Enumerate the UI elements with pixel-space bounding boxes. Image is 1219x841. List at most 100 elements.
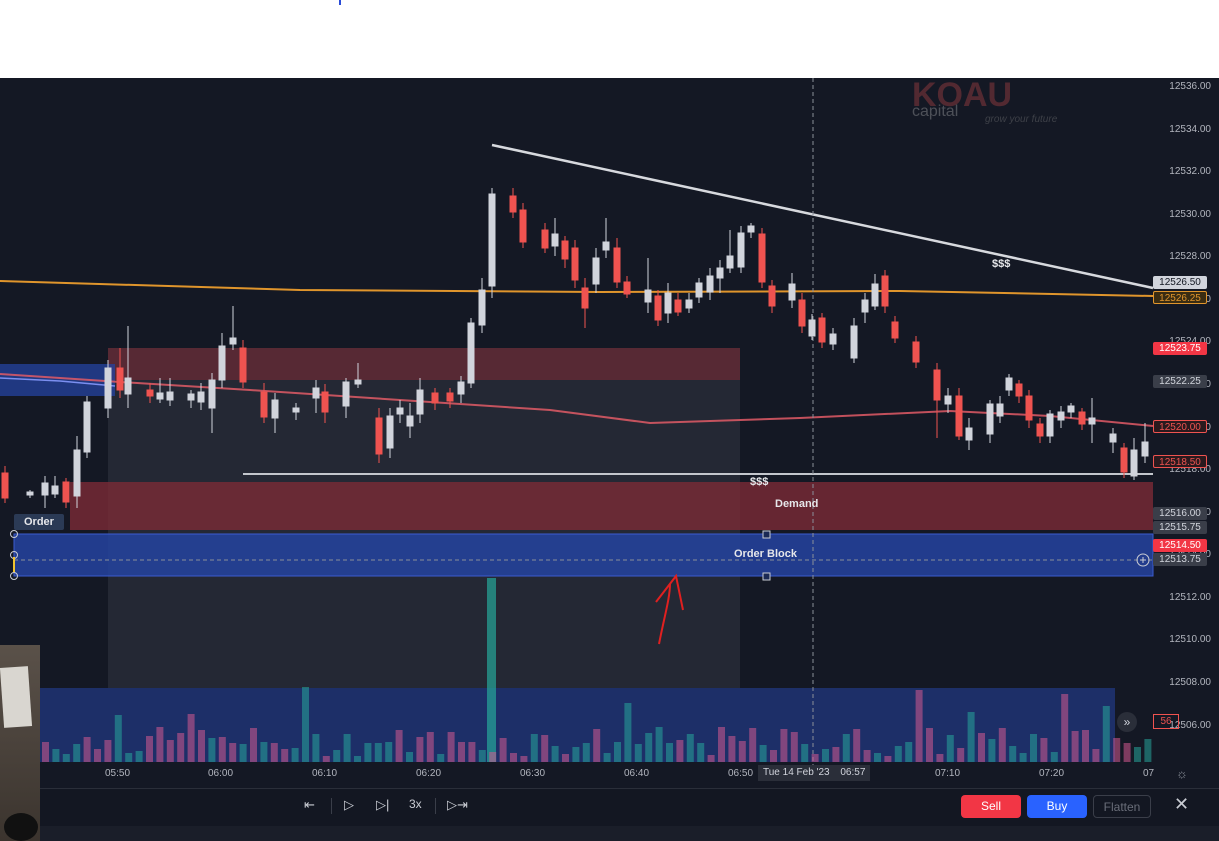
volume-bar [853, 729, 861, 762]
price-axis-label: 12512.00 [1169, 592, 1211, 603]
volume-bar [1113, 738, 1121, 762]
volume-bar [801, 744, 809, 762]
order-block-handle-top [762, 530, 771, 539]
volume-bar [302, 687, 309, 762]
candles [1, 188, 1149, 508]
volume-bar [354, 756, 361, 762]
volume-bar [1092, 749, 1100, 762]
volume-bar [1123, 743, 1131, 762]
volume-bar [530, 734, 538, 762]
volume-bar [614, 742, 621, 762]
volume-bar [874, 753, 881, 762]
volume-spike [487, 578, 496, 762]
volume-bar [905, 742, 913, 762]
volume-bar [447, 732, 455, 762]
demand-label: Demand [775, 498, 819, 510]
volume-bar [270, 743, 278, 762]
sell-button[interactable]: Sell [961, 795, 1021, 818]
volume-bar [94, 749, 101, 762]
price-axis-label: 12510.00 [1169, 634, 1211, 645]
volume-bar [135, 751, 143, 762]
webcam-overlay [0, 645, 40, 841]
volume-bar [1050, 752, 1058, 762]
volume-bar [738, 741, 746, 762]
volume-bar [894, 746, 902, 762]
trendline [491, 143, 1154, 290]
buy-button[interactable]: Buy [1027, 795, 1087, 818]
price-tag: 12522.25 [1153, 375, 1207, 388]
volume-bar [863, 750, 871, 762]
play-icon[interactable]: ▷ [344, 797, 354, 812]
skip-back-icon[interactable]: ⇤ [304, 797, 315, 812]
volume-bar [562, 754, 569, 762]
volume-bar [1144, 739, 1152, 762]
volume-bar [468, 742, 476, 762]
liquidity-label-top: $$$ [992, 258, 1011, 270]
volume-bar [489, 752, 497, 762]
crosshair-time: 06:57 [840, 767, 866, 778]
playback-speed[interactable]: 3x [409, 797, 422, 811]
price-tag: 12518.50 [1153, 455, 1207, 468]
volume-bar [458, 742, 465, 762]
volume-bar [374, 743, 382, 762]
volume-bar [759, 745, 767, 762]
price-tag: 12514.50 [1153, 539, 1207, 552]
volume-bar [364, 743, 372, 762]
svg-text:grow your future: grow your future [985, 114, 1058, 125]
volume-bar [260, 742, 268, 762]
volume-bar [707, 755, 715, 762]
price-tag: 12513.75 [1153, 553, 1207, 566]
jump-to-realtime-icon[interactable]: ▷⇥ [447, 797, 468, 812]
volume-bar [156, 727, 164, 762]
volume-bar [406, 752, 413, 762]
flatten-button[interactable]: Flatten [1093, 795, 1151, 818]
order-block-label: Order Block [734, 548, 797, 560]
time-axis-label: 06:20 [416, 768, 442, 779]
volume-bar [988, 739, 996, 762]
settings-gear-icon[interactable]: ☼ [1176, 766, 1188, 781]
volume-bar [645, 733, 653, 762]
time-axis-label: 06:40 [624, 768, 650, 779]
volume-bar [728, 736, 736, 762]
volume-bar [551, 746, 559, 762]
close-icon[interactable]: ✕ [1174, 794, 1190, 814]
price-tag: 12523.75 [1153, 342, 1207, 355]
volume-bar [395, 730, 403, 762]
price-chart[interactable]: KOAU capital grow your future [0, 78, 1219, 788]
volume-bar [281, 749, 289, 762]
volume-bar [385, 742, 393, 762]
expand-arrows-icon[interactable]: » [1117, 712, 1137, 732]
volume-bar [634, 744, 642, 762]
volume-bar [915, 690, 923, 762]
volume-bar [998, 728, 1006, 762]
volume-bar [624, 703, 632, 762]
time-axis-label: 06:00 [208, 768, 234, 779]
volume-bar [780, 729, 788, 762]
volume-bar [1134, 747, 1141, 762]
volume-bar [790, 732, 798, 762]
time-axis-label: 07 [1143, 768, 1155, 779]
price-tag: 12526.50 [1153, 276, 1207, 289]
volume-badge: 56 [1153, 714, 1179, 729]
volume-bar [478, 750, 486, 762]
order-block-handle-bottom [762, 572, 771, 581]
price-tag: 12516.00 [1153, 507, 1207, 520]
crosshair-time-label: Tue 14 Feb '23 06:57 [758, 765, 871, 781]
price-axis-label: 12530.00 [1169, 209, 1211, 220]
volume-bar [62, 754, 70, 762]
volume-bar [697, 743, 705, 762]
supply-zone [108, 348, 740, 380]
volume-bar [416, 737, 424, 762]
volume-bar [572, 747, 580, 762]
volume-bar [198, 730, 205, 762]
volume-bar [83, 737, 91, 762]
price-axis-label: 12506.00 [1169, 720, 1211, 731]
volume-bar [749, 728, 757, 762]
volume-bar [1061, 694, 1069, 762]
price-axis-label: 12536.00 [1169, 81, 1211, 92]
volume-bar [426, 732, 434, 762]
chart-area[interactable]: KOAU capital grow your future 12536.00 12… [0, 78, 1219, 788]
step-forward-icon[interactable]: ▷| [376, 797, 390, 812]
volume-bar [218, 737, 226, 762]
time-axis-label: 06:30 [520, 768, 546, 779]
